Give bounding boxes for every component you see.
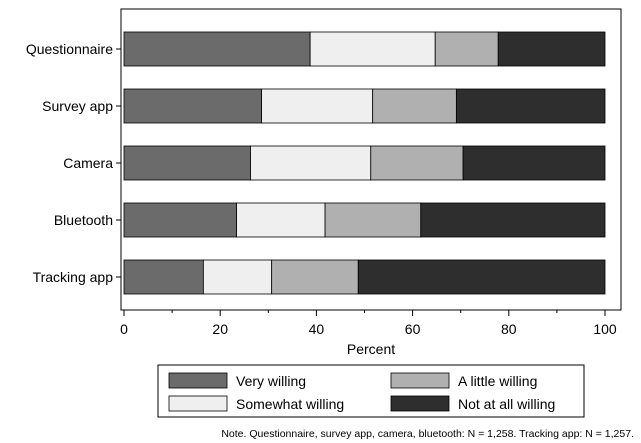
legend-label: Somewhat willing bbox=[236, 396, 344, 412]
bar-segment bbox=[261, 88, 374, 124]
bar-segment bbox=[123, 88, 262, 124]
x-axis: 0 20 40 60 80 100 bbox=[120, 310, 617, 337]
legend-frame bbox=[157, 364, 585, 418]
legend-label: Not at all willing bbox=[458, 396, 555, 412]
category-label: Camera bbox=[63, 155, 113, 171]
bar-segment bbox=[434, 31, 499, 67]
bar-segment bbox=[462, 145, 606, 181]
bar-segment bbox=[372, 88, 457, 124]
bars-layer bbox=[123, 31, 606, 295]
bar-segment bbox=[202, 259, 273, 295]
category-label: Bluetooth bbox=[54, 212, 113, 228]
bar-segment bbox=[123, 259, 204, 295]
bar-segment bbox=[123, 145, 251, 181]
category-label: Tracking app bbox=[33, 269, 114, 285]
x-axis-title: Percent bbox=[347, 341, 395, 357]
x-tick-label: 80 bbox=[501, 321, 517, 337]
bar-segment bbox=[309, 31, 436, 67]
plot-area-frame bbox=[120, 8, 622, 311]
legend: Very willing A little willing Somewhat wil… bbox=[157, 364, 585, 418]
legend-swatch bbox=[168, 372, 228, 389]
bar-segment bbox=[455, 88, 606, 124]
x-tick-label: 40 bbox=[309, 321, 325, 337]
bar-segment bbox=[370, 145, 464, 181]
bar-segment bbox=[250, 145, 372, 181]
legend-label: Very willing bbox=[236, 373, 306, 389]
category-label: Survey app bbox=[42, 98, 113, 114]
bar-segment bbox=[324, 202, 422, 238]
bar-segment bbox=[420, 202, 606, 238]
bar-segment bbox=[123, 31, 311, 67]
legend-swatch bbox=[168, 395, 228, 412]
x-tick-label: 0 bbox=[120, 321, 128, 337]
x-tick-label: 20 bbox=[212, 321, 228, 337]
bar-segment bbox=[497, 31, 606, 67]
x-tick-label: 100 bbox=[593, 321, 617, 337]
legend-swatch bbox=[390, 372, 450, 389]
legend-label: A little willing bbox=[458, 373, 537, 389]
bar-segment bbox=[271, 259, 359, 295]
note-text: Note. Questionnaire, survey app, camera,… bbox=[221, 428, 634, 440]
bar-segment bbox=[123, 202, 237, 238]
legend-swatch bbox=[390, 395, 450, 412]
bar-segment bbox=[357, 259, 606, 295]
bar-segment bbox=[236, 202, 326, 238]
category-label: Questionnaire bbox=[26, 41, 113, 57]
x-tick-label: 60 bbox=[405, 321, 421, 337]
category-labels: Questionnaire Survey app Camera Bluetooth Tr… bbox=[26, 41, 121, 285]
